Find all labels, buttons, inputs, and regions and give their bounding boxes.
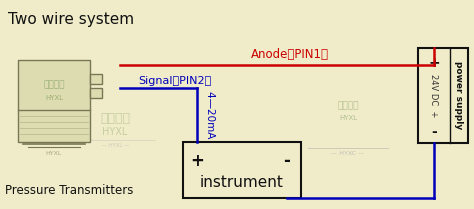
Text: 恒源兴创: 恒源兴创 — [100, 111, 130, 125]
Bar — [183, 142, 301, 198]
Text: — HYXL —: — HYXL — — [100, 143, 129, 148]
Text: HYXL: HYXL — [339, 115, 357, 121]
Text: +: + — [190, 152, 204, 170]
Text: +: + — [428, 56, 440, 70]
Text: -: - — [431, 125, 437, 139]
Text: 4—​20mA: 4—​20mA — [205, 91, 215, 139]
Text: -: - — [283, 152, 291, 170]
Text: 恒源兴创: 恒源兴创 — [337, 101, 359, 110]
Text: Anode（PIN1）: Anode（PIN1） — [251, 48, 329, 61]
Text: HYXL: HYXL — [102, 127, 128, 137]
Bar — [418, 48, 468, 143]
Text: 恒源兴创: 恒源兴创 — [43, 80, 65, 89]
Bar — [90, 74, 102, 84]
Text: Signal（PIN2）: Signal（PIN2） — [138, 76, 211, 86]
Text: Two wire system: Two wire system — [8, 12, 134, 27]
Text: HYXL: HYXL — [45, 95, 63, 101]
Text: HYXL: HYXL — [46, 151, 62, 156]
Text: power supply: power supply — [455, 61, 464, 130]
Bar — [18, 60, 90, 142]
Text: instrument: instrument — [200, 175, 284, 190]
Text: — HYXC —: — HYXC — — [331, 151, 365, 156]
Text: 24V DC  +: 24V DC + — [429, 74, 438, 117]
Bar — [90, 88, 102, 98]
Text: Pressure Transmitters: Pressure Transmitters — [5, 184, 133, 197]
